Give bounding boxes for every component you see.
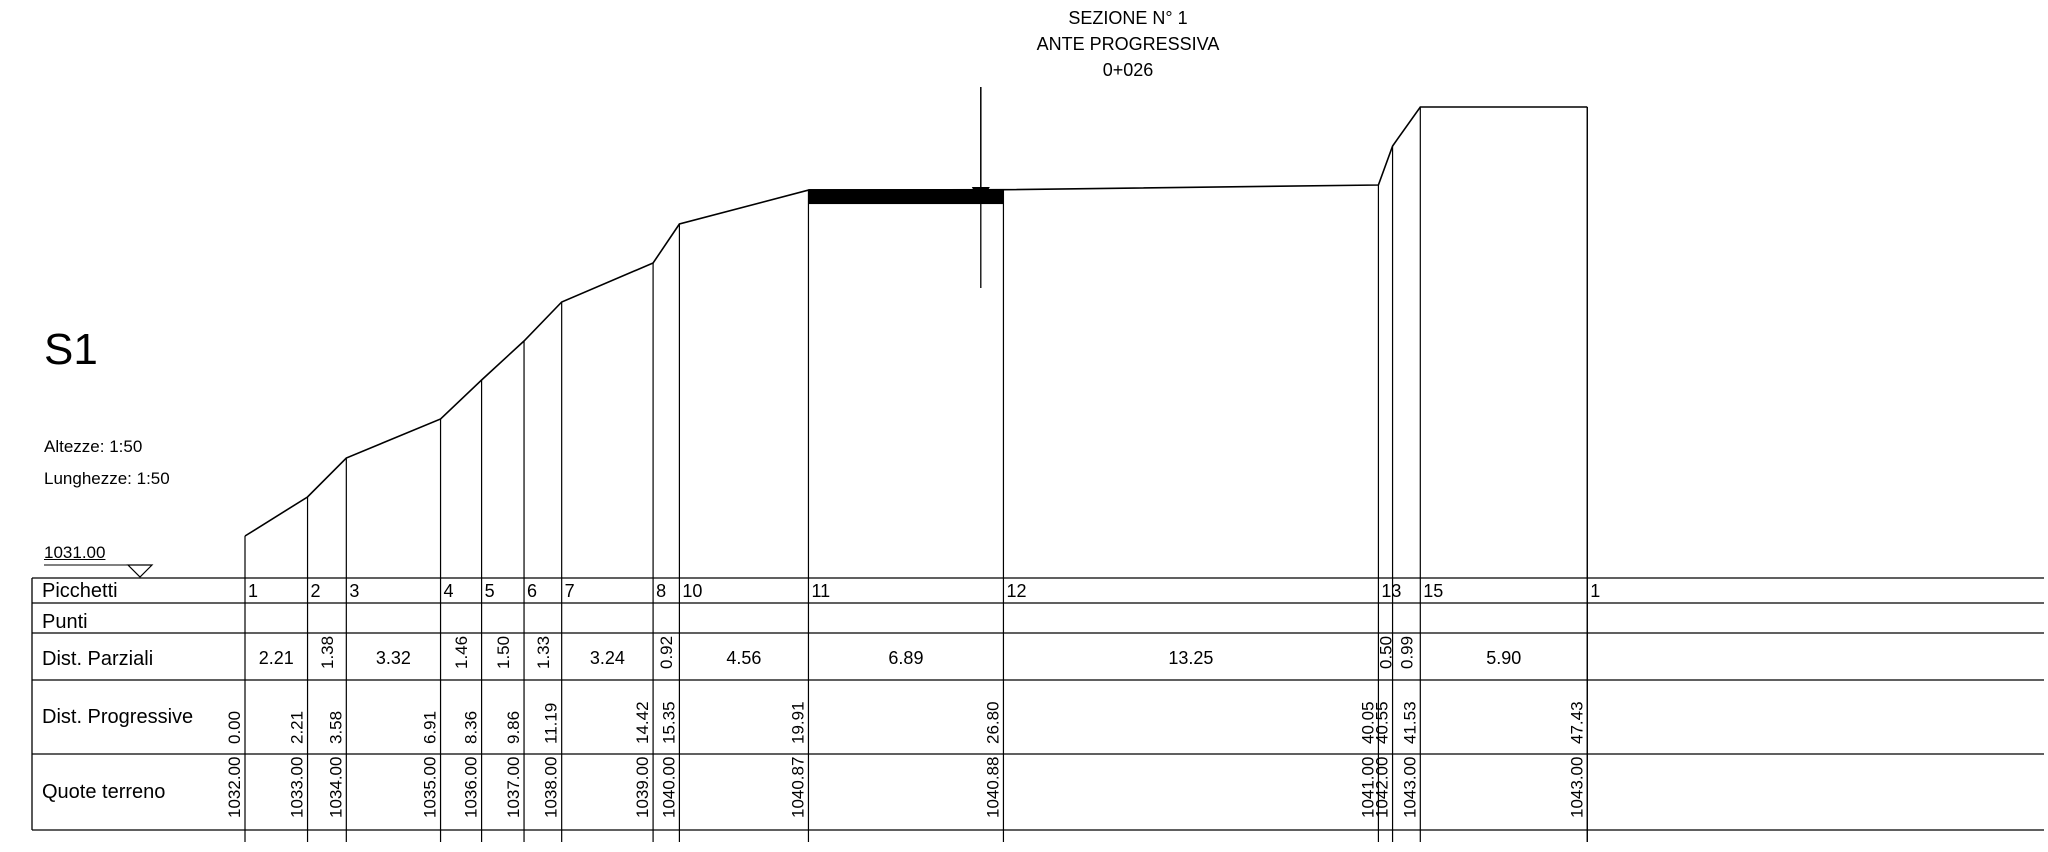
partial-distance-label: 13.25: [1168, 648, 1213, 668]
station-stake-label: 10: [682, 581, 702, 601]
partial-distance-label: 0.50: [1376, 636, 1395, 669]
station-stake-label: 4: [444, 581, 454, 601]
station-stake-label: 5: [485, 581, 495, 601]
ground-elevation-label: 1035.00: [421, 757, 440, 818]
partial-distance-label: 1.38: [318, 636, 337, 669]
ground-elevation-label: 1040.00: [659, 757, 678, 818]
sheet-label: S1: [44, 325, 98, 374]
partial-distance-label: 3.32: [376, 648, 411, 668]
station-stake-label: 2: [311, 581, 321, 601]
progressive-distance-label: 40.05: [1358, 701, 1377, 744]
ground-elevation-label: 1033.00: [288, 757, 307, 818]
station-stake-label: 11: [811, 581, 830, 601]
ground-elevation-label: 1032.00: [225, 757, 244, 818]
progressive-distance-label: 14.42: [633, 701, 652, 744]
partial-distance-label: 3.24: [590, 648, 625, 668]
partial-distance-label: 4.56: [726, 648, 761, 668]
station-stake-label: 12: [1006, 581, 1026, 601]
progressive-distance-label: 26.80: [983, 701, 1002, 744]
section-progressive: 0+026: [1102, 60, 1154, 80]
row-label-punti: Punti: [42, 611, 88, 633]
partial-distance-label: 0.99: [1397, 636, 1416, 669]
datum-level: 1031.00: [44, 543, 106, 562]
ground-profile-line: [244, 106, 1588, 537]
row-label-picchetti: Picchetti: [42, 580, 118, 602]
station-stake-label: 13: [1381, 581, 1401, 601]
ground-elevation-label: 1040.88: [983, 757, 1002, 818]
station-stake-label: 1: [1590, 581, 1600, 601]
ground-elevation-label: 1039.00: [633, 757, 652, 818]
progressive-distance-label: 9.86: [504, 711, 523, 744]
progressive-distance-label: 6.91: [421, 711, 440, 744]
station-stake-label: 6: [527, 581, 537, 601]
partial-distance-label: 5.90: [1486, 648, 1521, 668]
section-marker-arrowhead: [971, 187, 990, 203]
ground-elevation-label: 1043.00: [1567, 757, 1586, 818]
progressive-distance-label: 47.43: [1567, 701, 1586, 744]
progressive-distance-label: 19.91: [788, 701, 807, 744]
progressive-distance-label: 41.53: [1400, 701, 1419, 744]
progressive-distance-label: 2.21: [288, 711, 307, 744]
ground-elevation-label: 1040.87: [788, 757, 807, 818]
row-label-dist-parziali: Dist. Parziali: [42, 648, 154, 670]
station-stake-label: 8: [656, 581, 666, 601]
datum-triangle: [126, 564, 154, 578]
ground-elevation-label: 1038.00: [542, 757, 561, 818]
ground-elevation-label: 1034.00: [326, 757, 345, 818]
progressive-distance-label: 0.00: [225, 711, 244, 744]
scale-heights: Altezze: 1:50: [44, 437, 143, 456]
scale-lengths: Lunghezze: 1:50: [44, 469, 170, 488]
partial-distance-label: 1.50: [494, 636, 513, 669]
partial-distance-label: 1.46: [452, 636, 471, 669]
station-stake-label: 7: [565, 581, 575, 601]
progressive-distance-label: 8.36: [462, 711, 481, 744]
partial-distance-label: 6.89: [888, 648, 923, 668]
section-subtitle: ANTE PROGRESSIVA: [1036, 34, 1220, 54]
pavement-band: [808, 189, 1004, 205]
station-stake-label: 15: [1423, 581, 1443, 601]
station-stake-label: 1: [248, 581, 258, 601]
progressive-distance-label: 3.58: [326, 711, 345, 744]
ground-elevation-label: 1043.00: [1400, 757, 1419, 818]
row-label-dist-progressive: Dist. Progressive: [42, 706, 194, 728]
progressive-distance-label: 11.19: [542, 703, 561, 744]
progressive-distance-label: 15.35: [659, 701, 678, 744]
ground-elevation-label: 1037.00: [504, 757, 523, 818]
row-label-quote-terreno: Quote terreno: [42, 781, 166, 803]
ground-elevation-label: 1042.00: [1373, 757, 1392, 818]
section-title: SEZIONE N° 1: [1068, 8, 1188, 28]
progressive-distance-label: 40.55: [1373, 701, 1392, 744]
ground-elevation-label: 1036.00: [462, 757, 481, 818]
ground-elevation-label: 1041.00: [1358, 757, 1377, 818]
partial-distance-label: 0.92: [657, 636, 676, 669]
partial-distance-label: 1.33: [534, 636, 553, 669]
partial-distance-label: 2.21: [259, 648, 294, 668]
station-stake-label: 3: [349, 581, 359, 601]
